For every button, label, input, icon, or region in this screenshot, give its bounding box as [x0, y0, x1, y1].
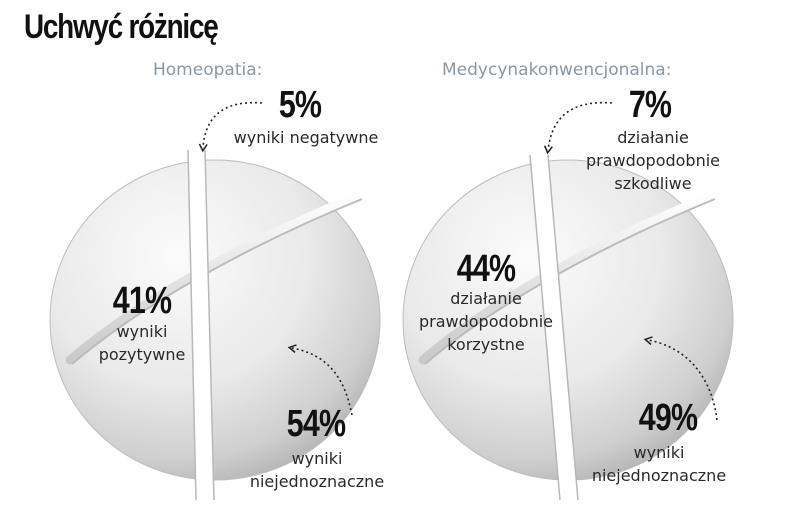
pill-homeopatia — [49, 149, 381, 501]
chart-title-medycyna: Medycynakonwencjonalna: — [442, 60, 672, 80]
slice-label-medycyna-beneficial: działanie prawdopodobnie korzystne — [418, 289, 554, 354]
slice-value-homeopatia-negative: 5% — [278, 84, 322, 126]
slice-value-medycyna-beneficial: 44% — [456, 248, 516, 290]
slice-label-medycyna-harmful: działanie prawdopodobnie szkodliwe — [585, 128, 721, 193]
arrow-medycyna-inconclusive — [643, 336, 718, 421]
slice-label-homeopatia-negative: wyniki negatywne — [233, 128, 379, 147]
pill-medycyna — [402, 154, 734, 501]
page-title: Uchwyć różnicę — [24, 8, 219, 46]
slice-gap-medycyna — [530, 155, 578, 500]
chart-title-homeopatia: Homeopatia: — [153, 60, 263, 80]
slice-value-homeopatia-positive: 41% — [112, 280, 172, 322]
slice-value-medycyna-inconclusive: 49% — [638, 397, 698, 439]
slice-value-medycyna-harmful: 7% — [628, 84, 672, 126]
arrow-homeopatia-inconclusive — [287, 344, 353, 416]
arrow-homeopatia-negative — [198, 101, 263, 153]
slice-label-medycyna-inconclusive: wyniki niejednoznaczne — [591, 443, 727, 485]
slice-value-homeopatia-inconclusive: 54% — [286, 403, 346, 445]
slice-label-homeopatia-positive: wyniki pozytywne — [98, 322, 186, 364]
arrow-medycyna-harmful — [543, 101, 613, 155]
slice-label-homeopatia-inconclusive: wyniki niejednoznaczne — [249, 449, 385, 491]
